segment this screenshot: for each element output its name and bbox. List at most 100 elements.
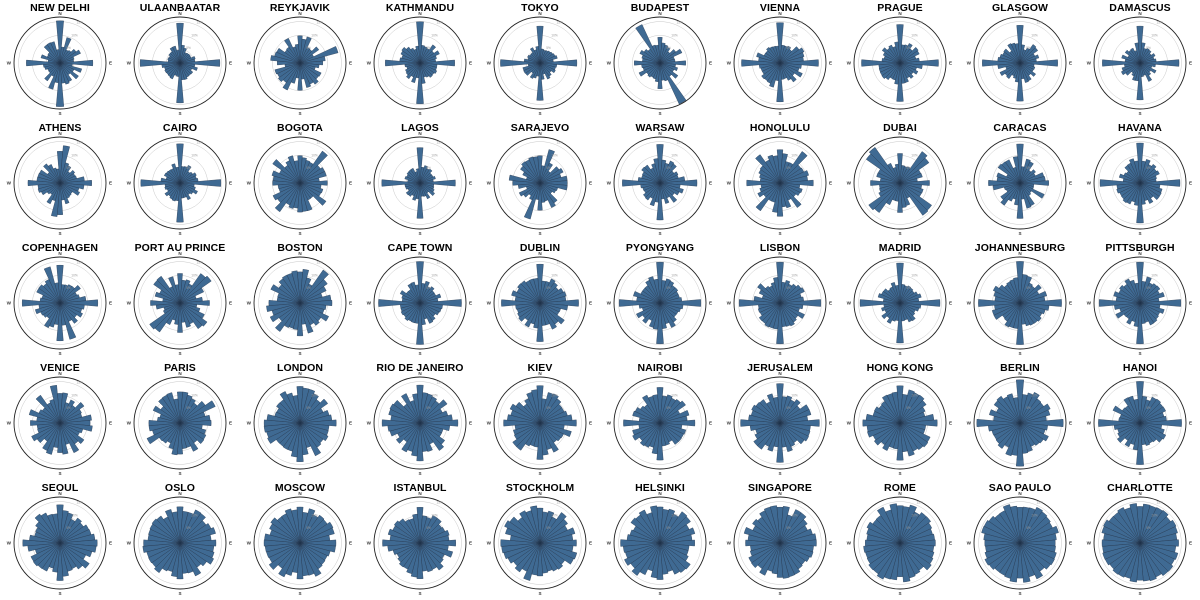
rose-bar bbox=[416, 422, 424, 462]
rose-bar bbox=[883, 288, 901, 304]
rose-bar bbox=[758, 302, 781, 322]
ring-label: 15% bbox=[797, 141, 804, 145]
rose-bar bbox=[539, 527, 576, 544]
compass-label: E bbox=[589, 301, 592, 306]
compass-label: W bbox=[607, 541, 612, 546]
rose-bar bbox=[656, 261, 664, 304]
rose-chart: 5% 10% 15% N E S W bbox=[727, 131, 832, 236]
rose-panel: PITTSBURGH 5% 10% 15% N E S W bbox=[1080, 240, 1200, 360]
rose-bar bbox=[179, 420, 212, 426]
compass-label: S bbox=[418, 471, 421, 476]
rose-bar bbox=[539, 539, 577, 547]
rose-bar bbox=[27, 180, 61, 186]
rose-bar bbox=[1136, 62, 1144, 101]
outer-ring bbox=[853, 136, 947, 230]
rose-bar bbox=[1124, 278, 1141, 304]
rose-chart: 5% 10% 15% N E S W bbox=[847, 251, 952, 356]
ring-label: 15% bbox=[557, 261, 564, 265]
rose-bar bbox=[622, 179, 661, 187]
compass-label: W bbox=[247, 541, 252, 546]
rose-bar bbox=[779, 62, 797, 83]
compass-label: E bbox=[829, 301, 832, 306]
rose-bar bbox=[504, 520, 541, 544]
rose-bar bbox=[1004, 542, 1021, 579]
rose-chart: 5% 10% 15% N E S W bbox=[247, 371, 352, 476]
compass-label: N bbox=[658, 251, 662, 256]
rose-bar bbox=[59, 182, 70, 205]
rose-bar bbox=[1129, 279, 1141, 304]
ring-label: 10% bbox=[551, 33, 558, 37]
rose-bar bbox=[657, 37, 663, 64]
compass-label: N bbox=[1018, 131, 1022, 136]
rose-bar bbox=[179, 302, 203, 330]
rose-bar bbox=[624, 542, 661, 566]
ring-gridline bbox=[1098, 141, 1182, 225]
rose-bar bbox=[659, 287, 679, 304]
rose-bar bbox=[640, 405, 661, 424]
city-title: HELSINKI bbox=[635, 482, 685, 494]
compass-label: N bbox=[1018, 251, 1022, 256]
rose-bar bbox=[539, 422, 564, 439]
rose-bar bbox=[772, 45, 781, 64]
rose-bar bbox=[539, 182, 556, 208]
rose-chart: 5% 10% 15% N E S W bbox=[127, 371, 232, 476]
rose-bar bbox=[1016, 379, 1024, 424]
rose-bar bbox=[779, 62, 792, 81]
ring-label: 10% bbox=[1151, 33, 1158, 37]
compass-label: W bbox=[247, 301, 252, 306]
rose-chart: 5% 10% 15% N E S W bbox=[607, 131, 712, 236]
compass-label: N bbox=[658, 371, 662, 376]
ring-label: 10% bbox=[551, 513, 558, 517]
compass-label: E bbox=[349, 421, 352, 426]
rose-bar bbox=[286, 392, 301, 424]
rose-bar bbox=[38, 284, 61, 304]
rose-bar bbox=[659, 182, 670, 204]
rose-bar bbox=[998, 284, 1021, 304]
ring-label: 10% bbox=[311, 33, 318, 37]
rose-bar bbox=[539, 55, 558, 64]
rose-bar bbox=[523, 62, 541, 74]
rose-bar bbox=[896, 385, 904, 424]
rose-bar bbox=[656, 387, 664, 424]
compass-label: E bbox=[589, 61, 592, 66]
compass-label: E bbox=[949, 421, 952, 426]
rose-bar bbox=[1000, 182, 1021, 206]
rose-bar bbox=[1139, 509, 1169, 544]
ring-gridline bbox=[618, 381, 702, 465]
rose-bar bbox=[1129, 503, 1141, 544]
rose-bar bbox=[53, 167, 61, 184]
rose-bar bbox=[899, 172, 923, 184]
rose-bar bbox=[299, 279, 328, 304]
rose-bar bbox=[299, 302, 329, 322]
compass-label: E bbox=[349, 541, 352, 546]
rose-bar bbox=[1003, 48, 1021, 64]
rose-bar bbox=[779, 179, 814, 187]
compass-label: N bbox=[538, 131, 542, 136]
ring-gridline bbox=[858, 381, 942, 465]
compass-label: W bbox=[967, 181, 972, 186]
rose-bar bbox=[44, 62, 61, 82]
rose-bar bbox=[887, 162, 901, 184]
rose-bar bbox=[873, 422, 901, 446]
rose-bar bbox=[1136, 302, 1144, 345]
rose-panel: HONOLULU 5% 10% 15% N E S W bbox=[720, 120, 840, 240]
rose-bar bbox=[176, 22, 184, 64]
rose-bar bbox=[1019, 302, 1035, 326]
rose-bar bbox=[659, 527, 696, 544]
rose-bar bbox=[291, 509, 301, 544]
rose-panel: PRAGUE 5% 10% 15% N E S W bbox=[840, 0, 960, 120]
rose-bar bbox=[899, 422, 924, 451]
rose-bar bbox=[779, 59, 819, 67]
rose-bar bbox=[177, 273, 183, 304]
rose-bar bbox=[28, 409, 61, 424]
rose-bar bbox=[1019, 44, 1037, 64]
rose-bar bbox=[381, 419, 421, 427]
rose-bar bbox=[176, 542, 184, 580]
city-title: TOKYO bbox=[521, 2, 559, 14]
rose-bar bbox=[539, 542, 574, 565]
ring-gridline bbox=[18, 501, 102, 585]
rose-bar bbox=[539, 419, 577, 427]
ring-label: 10% bbox=[911, 513, 918, 517]
city-title: JOHANNESBURG bbox=[974, 242, 1066, 254]
rose-bar bbox=[1139, 170, 1160, 184]
